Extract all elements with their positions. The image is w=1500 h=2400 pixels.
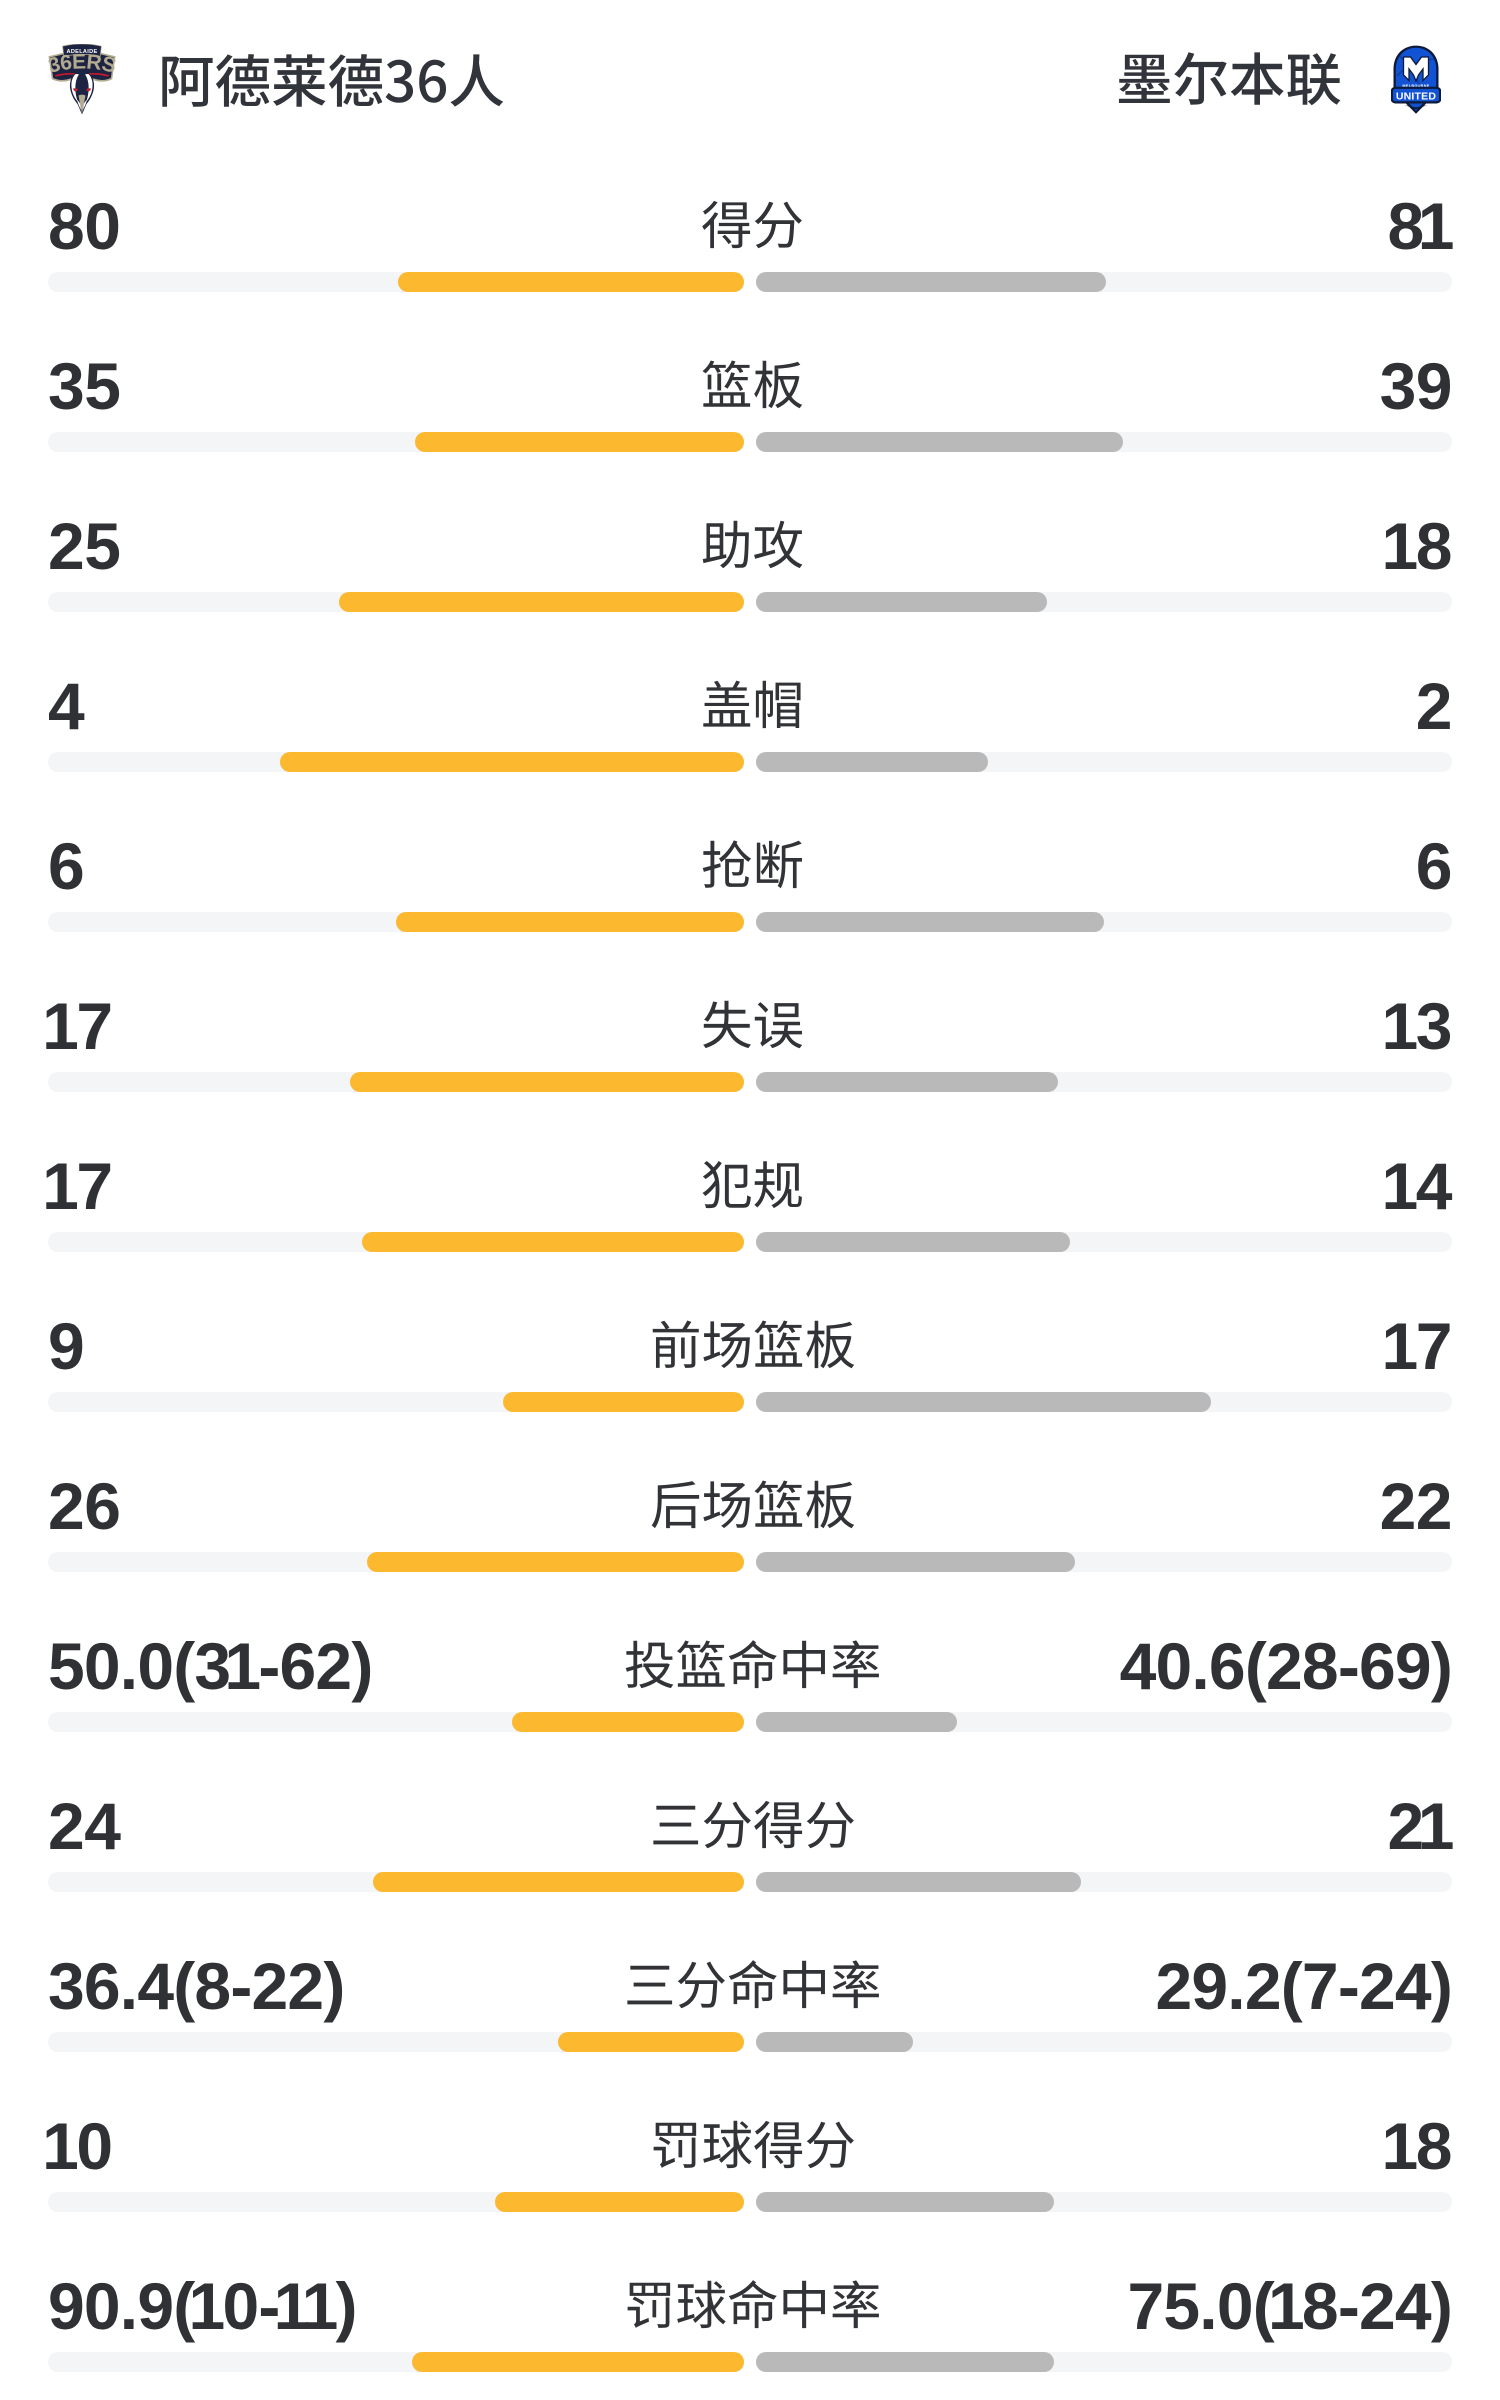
svg-text:ADELAIDE: ADELAIDE — [67, 49, 98, 55]
svg-text:MELBOURNE: MELBOURNE — [1402, 83, 1429, 87]
svg-text:UNITED: UNITED — [1396, 90, 1437, 102]
